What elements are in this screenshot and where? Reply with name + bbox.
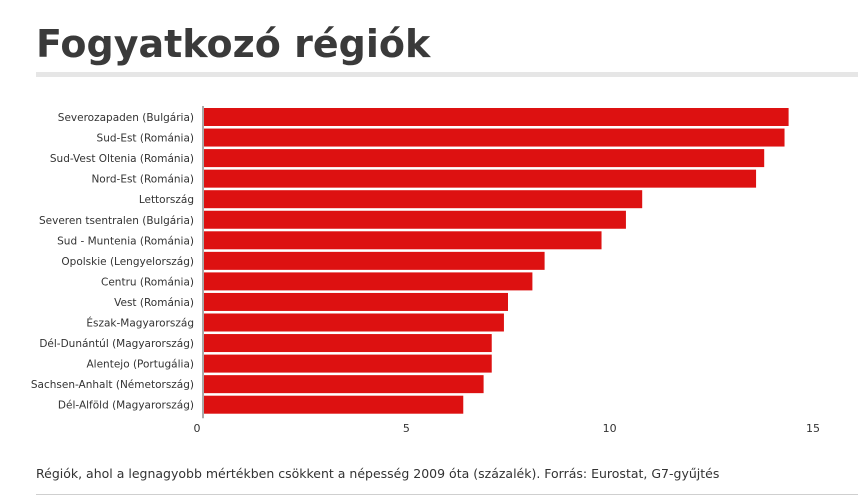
category-label: Észak-Magyarország [86,317,194,330]
x-tick-label: 5 [403,422,410,435]
x-axis-ticks: 0 5 10 15 [194,422,821,435]
bottom-divider [36,494,858,495]
bar [204,128,785,147]
bar [204,108,789,126]
x-tick-label: 0 [194,422,201,435]
bar [204,354,492,373]
bar [204,292,508,311]
bar [204,272,533,291]
bar [204,210,626,229]
bars-group [204,108,789,414]
category-label: Dél-Dunántúl (Magyarország) [39,338,194,350]
bar [204,231,602,250]
category-label: Sud - Muntenia (Románia) [57,235,194,247]
x-tick-label: 15 [806,422,820,435]
bar [204,395,464,414]
bar [204,251,545,270]
bar [204,169,757,188]
category-label: Alentejo (Portugália) [86,359,194,371]
category-label: Sachsen-Anhalt (Németország) [31,379,194,391]
category-label: Sud-Est (Románia) [97,133,194,145]
category-label: Severozapaden (Bulgária) [58,112,194,124]
category-label: Lettország [139,194,194,206]
category-label: Opolskie (Lengyelország) [61,256,194,268]
category-label: Nord-Est (Románia) [91,174,194,186]
category-label: Severen tsentralen (Bulgária) [39,215,194,227]
bar [204,313,504,332]
bar [204,149,765,168]
title-divider [36,72,858,77]
chart-title: Fogyatkozó régiók [36,22,431,66]
bar-chart: Severozapaden (Bulgária) Sud-Est (Románia… [31,106,821,435]
bar [204,190,643,209]
bar [204,334,492,353]
category-label: Sud-Vest Oltenia (Románia) [50,153,194,165]
category-labels: Severozapaden (Bulgária) Sud-Est (Románia… [31,112,194,412]
category-label: Dél-Alföld (Magyarország) [58,400,194,412]
bar [204,375,484,394]
x-tick-label: 10 [603,422,617,435]
category-label: Centru (Románia) [101,276,194,288]
chart-caption: Régiók, ahol a legnagyobb mértékben csök… [36,466,720,481]
category-label: Vest (Románia) [114,297,194,309]
